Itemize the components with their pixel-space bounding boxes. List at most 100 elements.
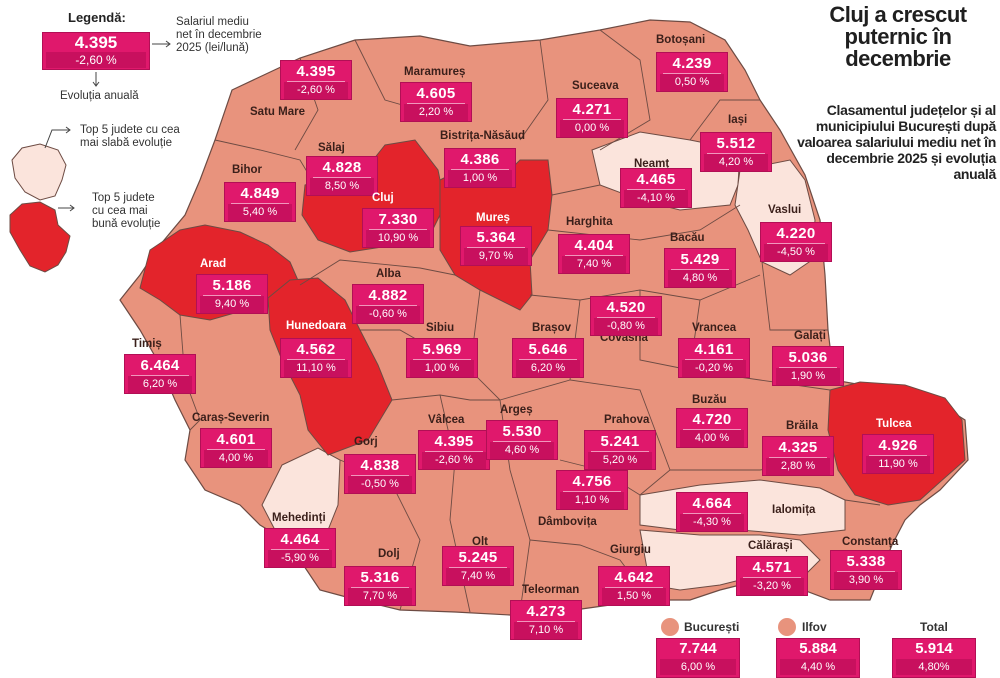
- county-label-bistri-a-n-s-ud: Bistrița-Năsăud: [440, 130, 525, 142]
- county-value-sibiu: 5.969: [422, 341, 462, 358]
- badge-divider: [671, 269, 729, 270]
- county-badge-v-lcea: 4.395 -2,60 %: [418, 430, 490, 470]
- badge-divider: [779, 367, 837, 368]
- badge-divider: [207, 449, 265, 450]
- county-change-timi-: 6,20 %: [128, 376, 192, 393]
- ilfov-dot: [778, 618, 796, 636]
- county-value-giurgiu: 4.642: [614, 569, 654, 586]
- county-label-bihor: Bihor: [232, 164, 263, 176]
- total-value: 5.914: [915, 640, 953, 657]
- county-label-cluj: Cluj: [372, 192, 394, 204]
- county-badge-br-ila: 4.325 2,80 %: [762, 436, 834, 476]
- county-change-suceava: 0,00 %: [560, 120, 624, 137]
- badge-divider: [767, 243, 825, 244]
- badge-divider: [743, 577, 801, 578]
- bucuresti-label: București: [684, 620, 740, 634]
- county-label-v-lcea: Vâlcea: [428, 414, 465, 426]
- legend-change-note: Evoluția anuală: [60, 90, 139, 102]
- badge-divider: [493, 441, 551, 442]
- badge-divider: [663, 73, 721, 74]
- county-change-olt: 7,40 %: [446, 568, 510, 585]
- legend-worst-shape: [11, 143, 67, 201]
- county-change-gala-i: 1,90 %: [776, 368, 840, 385]
- county-change-alba: -0,60 %: [356, 306, 420, 323]
- county-change-boto-ani: 0,50 %: [660, 74, 724, 91]
- county-change-vaslui: -4,50 %: [764, 244, 828, 261]
- legend-best-note: Top 5 judete cu cea mai bună evoluție: [92, 192, 161, 230]
- map-title: Cluj a crescut puternic în decembrie: [829, 2, 967, 71]
- county-label-gala-i: Galați: [794, 330, 826, 342]
- county-value-prahova: 5.241: [600, 433, 640, 450]
- county-label-teleorman: Teleorman: [522, 584, 580, 596]
- county-badge-teleorman: 4.273 7,10 %: [510, 600, 582, 640]
- county-badge-satu-mare: 4.395 -2,60 %: [280, 60, 352, 100]
- county-change-arge-: 4,60 %: [490, 442, 554, 459]
- county-badge-ialomi-a: 4.664 -4,30 %: [676, 492, 748, 532]
- county-label-prahova: Prahova: [604, 414, 650, 426]
- county-badge-arad: 5.186 9,40 %: [196, 274, 268, 314]
- ilfov-label: Ilfov: [802, 620, 827, 634]
- badge-divider: [407, 103, 465, 104]
- county-change-dolj: 7,70 %: [348, 588, 412, 605]
- county-label-ia-i: Iași: [728, 114, 748, 126]
- county-change-v-lcea: -2,60 %: [422, 452, 486, 469]
- county-badge-olt: 5.245 7,40 %: [442, 546, 514, 586]
- badge-divider: [131, 375, 189, 376]
- legend-sample-change: -2,60 %: [46, 52, 146, 68]
- county-label-giurgiu: Giurgiu: [610, 544, 651, 556]
- county-badge-bac-u: 5.429 4,80 %: [664, 248, 736, 288]
- county-change-s-laj: 8,50 %: [310, 178, 374, 195]
- county-badge-cara-severin: 4.601 4,00 %: [200, 428, 272, 468]
- county-value-vrancea: 4.161: [694, 341, 734, 358]
- county-badge-bra-ov: 5.646 6,20 %: [512, 338, 584, 378]
- county-value-vaslui: 4.220: [776, 225, 816, 242]
- county-value-maramure-: 4.605: [416, 85, 456, 102]
- county-change-ialomi-a: -4,30 %: [680, 514, 744, 531]
- county-label-mehedin-i: Mehedinți: [272, 512, 326, 524]
- county-value-mehedin-i: 4.464: [280, 531, 320, 548]
- county-badge-bistri-a-n-s-ud: 4.386 1,00 %: [444, 148, 516, 188]
- county-label-arge-: Argeș: [500, 404, 533, 416]
- county-label-c-l-ra-i: Călărași: [748, 540, 793, 552]
- county-value-bihor: 4.849: [240, 185, 280, 202]
- county-label-harghita: Harghita: [566, 216, 613, 228]
- county-change-neam-: -4,10 %: [624, 190, 688, 207]
- county-change-harghita: 7,40 %: [562, 256, 626, 273]
- county-change-teleorman: 7,10 %: [514, 622, 578, 639]
- county-change-tulcea: 11,90 %: [866, 456, 930, 473]
- county-change-mehedin-i: -5,90 %: [268, 550, 332, 567]
- county-change-c-l-ra-i: -3,20 %: [740, 578, 804, 595]
- badge-divider: [605, 587, 663, 588]
- badge-divider: [565, 255, 623, 256]
- county-label-cara-severin: Caraș-Severin: [192, 412, 270, 424]
- county-badge-s-laj: 4.828 8,50 %: [306, 156, 378, 196]
- county-label-bra-ov: Brașov: [532, 322, 571, 334]
- county-label-arad: Arad: [200, 258, 227, 270]
- county-label-sibiu: Sibiu: [426, 322, 455, 334]
- badge-divider: [369, 229, 427, 230]
- county-badge-sibiu: 5.969 1,00 %: [406, 338, 478, 378]
- county-badge-mehedin-i: 4.464 -5,90 %: [264, 528, 336, 568]
- badge-divider: [627, 189, 685, 190]
- badge-divider: [563, 119, 621, 120]
- badge-divider: [837, 571, 895, 572]
- badge-divider: [685, 359, 743, 360]
- county-value-harghita: 4.404: [574, 237, 614, 254]
- legend-title: Legendă:: [68, 10, 126, 25]
- county-badge-vrancea: 4.161 -0,20 %: [678, 338, 750, 378]
- badge-divider: [869, 455, 927, 456]
- county-badge-d-mbovi-a: 4.756 1,10 %: [556, 470, 628, 510]
- badge-divider: [413, 359, 471, 360]
- county-value-tulcea: 4.926: [878, 437, 918, 454]
- county-value-neam-: 4.465: [636, 171, 676, 188]
- county-label-boto-ani: Botoșani: [656, 34, 706, 46]
- county-badge-arge-: 5.530 4,60 %: [486, 420, 558, 460]
- county-value-ia-i: 5.512: [716, 135, 756, 152]
- county-label-alba: Alba: [376, 268, 401, 280]
- total-badge: 5.914 4,80%: [892, 638, 976, 678]
- county-label-constan-a: Constanța: [842, 536, 899, 548]
- badge-divider: [517, 621, 575, 622]
- badge-divider: [597, 317, 655, 318]
- county-value-v-lcea: 4.395: [434, 433, 474, 450]
- county-change-gorj: -0,50 %: [348, 476, 412, 493]
